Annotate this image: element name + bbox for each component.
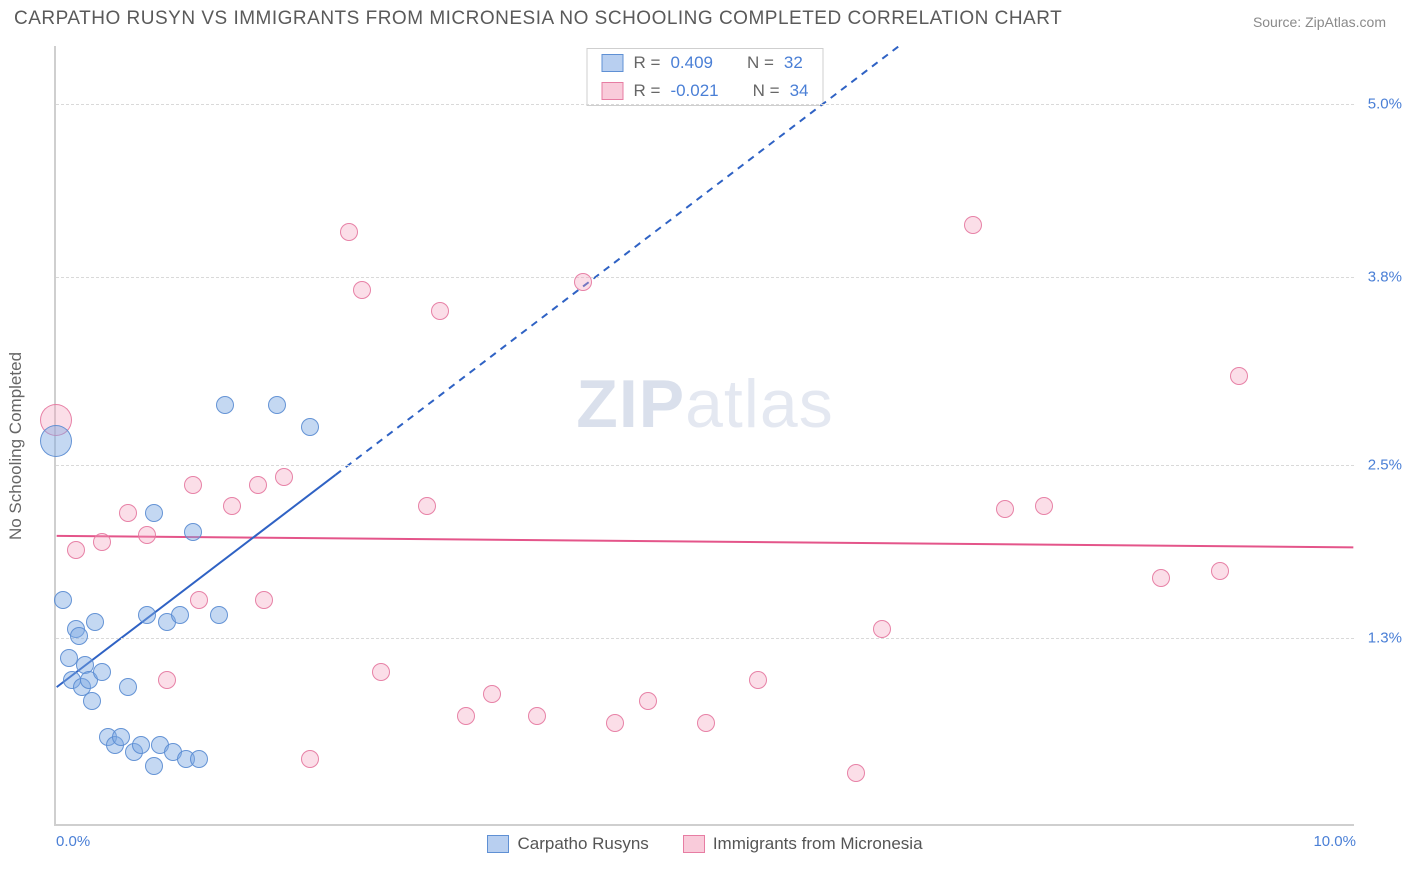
- data-point-pink: [158, 671, 176, 689]
- data-point-blue: [184, 523, 202, 541]
- data-point-pink: [275, 468, 293, 486]
- title-bar: CARPATHO RUSYN VS IMMIGRANTS FROM MICRON…: [0, 0, 1406, 30]
- gridline: [56, 104, 1354, 105]
- data-point-pink: [528, 707, 546, 725]
- legend-item-blue: Carpatho Rusyns: [487, 834, 648, 854]
- data-point-pink: [431, 302, 449, 320]
- data-point-pink: [340, 223, 358, 241]
- r-value-pink: -0.021: [670, 81, 718, 101]
- data-point-blue: [54, 591, 72, 609]
- data-point-pink: [184, 476, 202, 494]
- swatch-pink-icon: [602, 82, 624, 100]
- data-point-pink: [1230, 367, 1248, 385]
- swatch-pink-icon: [683, 835, 705, 853]
- watermark-zip: ZIP: [576, 366, 685, 442]
- data-point-blue: [70, 627, 88, 645]
- data-point-pink: [697, 714, 715, 732]
- r-value-blue: 0.409: [670, 53, 713, 73]
- data-point-blue: [132, 736, 150, 754]
- data-point-pink: [190, 591, 208, 609]
- r-label: R =: [634, 53, 661, 73]
- data-point-pink: [301, 750, 319, 768]
- data-point-blue: [145, 504, 163, 522]
- data-point-pink: [353, 281, 371, 299]
- data-point-blue: [86, 613, 104, 631]
- trend-line-blue: [57, 475, 336, 687]
- data-point-blue: [119, 678, 137, 696]
- data-point-pink: [223, 497, 241, 515]
- n-label: N =: [753, 81, 780, 101]
- data-point-blue: [93, 663, 111, 681]
- data-point-blue: [40, 425, 72, 457]
- data-point-pink: [138, 526, 156, 544]
- y-axis-label: No Schooling Completed: [6, 352, 26, 540]
- legend-item-pink: Immigrants from Micronesia: [683, 834, 923, 854]
- trend-lines: [56, 46, 1354, 824]
- data-point-pink: [255, 591, 273, 609]
- data-point-pink: [639, 692, 657, 710]
- data-point-pink: [1035, 497, 1053, 515]
- data-point-pink: [93, 533, 111, 551]
- stats-row-pink: R = -0.021 N = 34: [588, 77, 823, 105]
- data-point-blue: [145, 757, 163, 775]
- trend-line-pink: [57, 536, 1354, 548]
- gridline: [56, 277, 1354, 278]
- data-point-blue: [268, 396, 286, 414]
- watermark-atlas: atlas: [685, 366, 834, 442]
- series-legend: Carpatho Rusyns Immigrants from Micrones…: [56, 834, 1354, 854]
- data-point-blue: [83, 692, 101, 710]
- data-point-blue: [171, 606, 189, 624]
- data-point-pink: [457, 707, 475, 725]
- data-point-pink: [67, 541, 85, 559]
- swatch-blue-icon: [487, 835, 509, 853]
- stats-row-blue: R = 0.409 N = 32: [588, 49, 823, 77]
- trend-line-blue-dashed: [335, 46, 899, 475]
- y-tick-label: 2.5%: [1368, 456, 1402, 473]
- gridline: [56, 465, 1354, 466]
- plot-area: ZIPatlas R = 0.409 N = 32 R = -0.021 N =…: [54, 46, 1354, 826]
- n-value-blue: 32: [784, 53, 803, 73]
- data-point-blue: [112, 728, 130, 746]
- data-point-blue: [210, 606, 228, 624]
- data-point-pink: [1152, 569, 1170, 587]
- source-label: Source: ZipAtlas.com: [1253, 14, 1386, 30]
- data-point-blue: [190, 750, 208, 768]
- data-point-pink: [1211, 562, 1229, 580]
- swatch-blue-icon: [602, 54, 624, 72]
- data-point-pink: [372, 663, 390, 681]
- data-point-blue: [301, 418, 319, 436]
- gridline: [56, 638, 1354, 639]
- data-point-blue: [216, 396, 234, 414]
- data-point-pink: [606, 714, 624, 732]
- y-tick-label: 3.8%: [1368, 269, 1402, 286]
- legend-label-blue: Carpatho Rusyns: [517, 834, 648, 854]
- data-point-pink: [119, 504, 137, 522]
- n-value-pink: 34: [790, 81, 809, 101]
- data-point-pink: [873, 620, 891, 638]
- data-point-blue: [138, 606, 156, 624]
- x-tick-label: 0.0%: [56, 833, 90, 850]
- data-point-pink: [483, 685, 501, 703]
- data-point-pink: [749, 671, 767, 689]
- data-point-pink: [249, 476, 267, 494]
- data-point-pink: [418, 497, 436, 515]
- stats-legend: R = 0.409 N = 32 R = -0.021 N = 34: [587, 48, 824, 106]
- data-point-pink: [964, 216, 982, 234]
- chart-title: CARPATHO RUSYN VS IMMIGRANTS FROM MICRON…: [14, 8, 1062, 30]
- y-tick-label: 1.3%: [1368, 630, 1402, 647]
- data-point-pink: [847, 764, 865, 782]
- data-point-pink: [574, 273, 592, 291]
- legend-label-pink: Immigrants from Micronesia: [713, 834, 923, 854]
- y-tick-label: 5.0%: [1368, 95, 1402, 112]
- data-point-pink: [996, 500, 1014, 518]
- watermark: ZIPatlas: [576, 365, 833, 443]
- r-label: R =: [634, 81, 661, 101]
- n-label: N =: [747, 53, 774, 73]
- chart-container: CARPATHO RUSYN VS IMMIGRANTS FROM MICRON…: [0, 0, 1406, 892]
- x-tick-label: 10.0%: [1313, 833, 1356, 850]
